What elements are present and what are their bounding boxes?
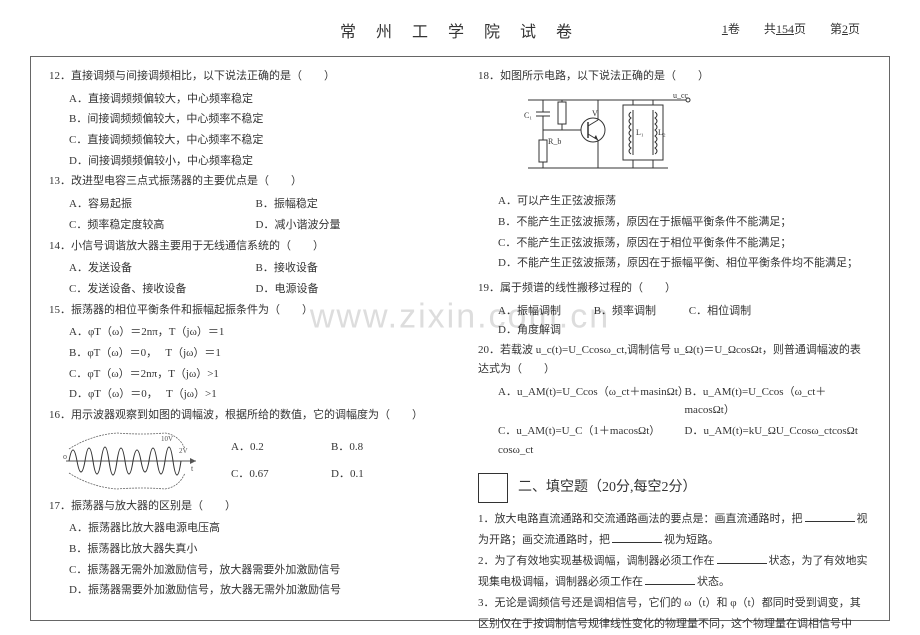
q20-opts-row1: A．u_AM(t)=U_Ccos（ω_ct＋masinΩt） B．u_AM(t)… (478, 383, 871, 420)
q16-options: A．0.2B．0.8 C．0.67D．0.1 (231, 434, 431, 487)
q18-opt-d: D．不能产生正弦波振荡，原因在于振幅平衡、相位平衡条件均不能满足； (478, 254, 871, 273)
q14-opt-a: A．发送设备 (69, 259, 256, 278)
q13-opt-a: A．容易起振 (69, 195, 256, 214)
wave-label-2v: 2V (179, 447, 188, 455)
q20-opt-c: C．u_AM(t)=U_C（1＋macosΩt）cosω_ct (498, 422, 685, 459)
q14-opt-c: C．发送设备、接收设备 (69, 280, 256, 299)
fill-1: 1．放大电路直流通路和交流通路画法的要点是：画直流通路时，把视为开路；画交流通路… (478, 509, 871, 551)
blank-1-2 (612, 531, 662, 543)
q15-opt-b: B．φT（ω）＝0， T（jω）＝1 (49, 344, 442, 363)
svg-text:u_cc: u_cc (673, 91, 689, 100)
q17-opt-b: B．振荡器比放大器失真小 (49, 540, 442, 559)
q15-opt-a: A．φT（ω）＝2nπ，T（jω）＝1 (49, 323, 442, 342)
content-frame: 12．直接调频与间接调频相比，以下说法正确的是（ ） A．直接调频频偏较大，中心… (30, 56, 890, 621)
fill-1c: 视为短路。 (664, 534, 719, 546)
svg-text:o: o (63, 452, 67, 461)
q18-circuit-figure: u_cc C₁ R_b V (518, 90, 871, 187)
q12-stem: 12．直接调频与间接调频相比，以下说法正确的是（ ） (49, 67, 442, 86)
q13-opt-d: D．减小谐波分量 (256, 216, 443, 235)
page-header: 常 州 工 学 院 试 卷 1卷 共154页 第2页 (0, 0, 920, 50)
q20-opt-b: B．u_AM(t)=U_Ccos（ω_ct＋macosΩt） (685, 383, 872, 420)
q18-opt-c: C．不能产生正弦波振荡，原因在于相位平衡条件不能满足； (478, 234, 871, 253)
section2-header: 二、填空题（20分,每空2分） (478, 473, 871, 503)
q20-opt-a: A．u_AM(t)=U_Ccos（ω_ct＋masinΩt） (498, 383, 685, 420)
q14-opt-b: B．接收设备 (256, 259, 443, 278)
q13-opts-row1: A．容易起振 B．振幅稳定 (49, 195, 442, 214)
fill-2c: 状态。 (697, 576, 730, 588)
wave-label-10v: 10V (161, 435, 173, 443)
q17-stem: 17．振荡器与放大器的区别是（ ） (49, 497, 442, 516)
svg-text:C₁: C₁ (524, 111, 532, 120)
page-prefix: 第 (830, 22, 842, 36)
right-column: 18．如图所示电路，以下说法正确的是（ ） u_cc C₁ R_b (460, 57, 889, 620)
q19-opt-c: C．相位调制 (689, 302, 751, 321)
q19-opt-d: D．角度解调 (498, 321, 561, 340)
q12-opt-b: B．间接调频频偏较大，中心频率不稳定 (49, 110, 442, 129)
q14-opts-row1: A．发送设备 B．接收设备 (49, 259, 442, 278)
blank-2-1 (717, 552, 767, 564)
q19-options: A．振幅调制 B．频率调制 C．相位调制 D．角度解调 (478, 302, 871, 339)
q17-opt-d: D．振荡器需要外加激励信号，放大器无需外加激励信号 (49, 581, 442, 600)
svg-text:L₁: L₁ (636, 128, 644, 137)
q14-opts-row2: C．发送设备、接收设备 D．电源设备 (49, 280, 442, 299)
q20-opt-d: D．u_AM(t)=kU_ΩU_Ccosω_ctcosΩt (685, 422, 872, 459)
total-pages: 154 (776, 22, 794, 36)
am-wave-icon: t o 10V 2V (61, 429, 201, 493)
q13-opt-b: B．振幅稳定 (256, 195, 443, 214)
q17-opt-c: C．振荡器无需外加激励信号，放大器需要外加激励信号 (49, 561, 442, 580)
q12-opt-c: C．直接调频频偏较大，中心频率不稳定 (49, 131, 442, 150)
q16-opt-d: D．0.1 (331, 461, 431, 487)
fill-3: 3．无论是调频信号还是调相信号，它们的 ω（t）和 φ（t）都同时受到调变，其区… (478, 593, 871, 635)
total-prefix: 共 (764, 22, 776, 36)
fill-2: 2．为了有效地实现基极调幅，调制器必须工作在状态，为了有效地实现集电极调幅，调制… (478, 551, 871, 593)
section2-title: 二、填空题（20分,每空2分） (518, 476, 697, 500)
q16-opt-a: A．0.2 (231, 434, 331, 460)
q18-opt-a: A．可以产生正弦波振荡 (478, 192, 871, 211)
svg-text:L₂: L₂ (658, 128, 666, 137)
q16-opt-b: B．0.8 (331, 434, 431, 460)
page-info: 1卷 共154页 第2页 (722, 20, 860, 37)
fill-3a: 3．无论是调频信号还是调相信号，它们的 ω（t）和 φ（t）都同时受到调变，其区… (478, 597, 861, 630)
left-column: 12．直接调频与间接调频相比，以下说法正确的是（ ） A．直接调频频偏较大，中心… (31, 57, 460, 620)
q18-opt-b: B．不能产生正弦波振荡，原因在于振幅平衡条件不能满足； (478, 213, 871, 232)
q13-opts-row2: C．频率稳定度较高 D．减小谐波分量 (49, 216, 442, 235)
q13-stem: 13．改进型电容三点式振荡器的主要优点是（ ） (49, 172, 442, 191)
circuit-diagram-icon: u_cc C₁ R_b V (518, 90, 698, 180)
q16-figure-area: t o 10V 2V A．0.2B．0.8 C．0.67D．0.1 (61, 429, 442, 493)
blank-2-2 (645, 573, 695, 585)
fill-2a: 2．为了有效地实现基极调幅，调制器必须工作在 (478, 555, 715, 567)
q13-opt-c: C．频率稳定度较高 (69, 216, 256, 235)
score-box (478, 473, 508, 503)
q15-stem: 15．振荡器的相位平衡条件和振幅起振条件为（ ） (49, 301, 442, 320)
q15-opt-c: C．φT（ω）＝2nπ，T（jω）>1 (49, 365, 442, 384)
total-suffix: 页 (794, 22, 806, 36)
blank-1-1 (805, 510, 855, 522)
q12-opt-d: D．间接调频频偏较小，中心频率稳定 (49, 152, 442, 171)
page-suffix: 页 (848, 22, 860, 36)
q20-stem: 20．若载波 u_c(t)=U_Ccosω_ct,调制信号 u_Ω(t)＝U_Ω… (478, 341, 871, 378)
q19-opt-b: B．频率调制 (594, 302, 656, 321)
svg-text:V: V (592, 109, 598, 118)
q20-opts-row2: C．u_AM(t)=U_C（1＋macosΩt）cosω_ct D．u_AM(t… (478, 422, 871, 459)
q15-opt-d: D．φT（ω）＝0， T（jω）>1 (49, 385, 442, 404)
institution-title: 常 州 工 学 院 试 卷 (340, 18, 580, 42)
q19-opt-a: A．振幅调制 (498, 302, 561, 321)
q19-stem: 19．属于频谱的线性搬移过程的（ ） (478, 279, 871, 298)
q14-opt-d: D．电源设备 (256, 280, 443, 299)
fill-1a: 1．放大电路直流通路和交流通路画法的要点是：画直流通路时，把 (478, 513, 803, 525)
q14-stem: 14．小信号调谐放大器主要用于无线通信系统的（ ） (49, 237, 442, 256)
volume-suffix: 卷 (728, 22, 740, 36)
q16-stem: 16．用示波器观察到如图的调幅波，根据所给的数值，它的调幅度为（ ） (49, 406, 442, 425)
q12-opt-a: A．直接调频频偏较大，中心频率稳定 (49, 90, 442, 109)
q18-stem: 18．如图所示电路，以下说法正确的是（ ） (478, 67, 871, 86)
q16-opt-c: C．0.67 (231, 461, 331, 487)
q17-opt-a: A．振荡器比放大器电源电压高 (49, 519, 442, 538)
svg-text:t: t (191, 464, 194, 473)
svg-text:R_b: R_b (548, 137, 561, 146)
